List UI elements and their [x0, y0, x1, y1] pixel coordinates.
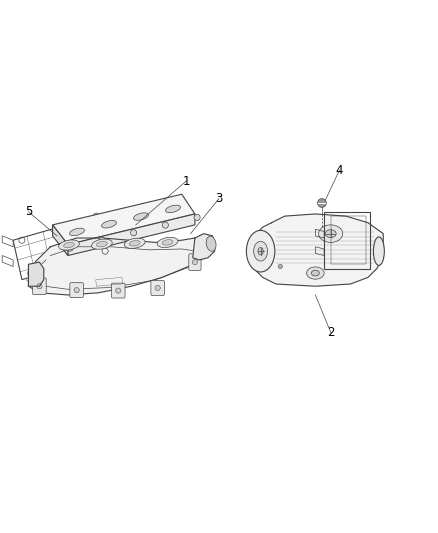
Polygon shape — [53, 225, 68, 255]
Ellipse shape — [102, 221, 117, 228]
Ellipse shape — [59, 240, 79, 250]
Ellipse shape — [129, 240, 140, 246]
Circle shape — [99, 237, 105, 244]
Text: 4: 4 — [336, 164, 343, 176]
Ellipse shape — [311, 270, 319, 276]
Ellipse shape — [318, 225, 343, 243]
Bar — [96, 277, 123, 286]
Ellipse shape — [166, 205, 180, 213]
Ellipse shape — [258, 247, 263, 255]
Ellipse shape — [162, 240, 173, 245]
Ellipse shape — [96, 241, 107, 247]
FancyBboxPatch shape — [70, 282, 83, 297]
Circle shape — [194, 214, 200, 221]
Circle shape — [162, 222, 169, 228]
Circle shape — [192, 260, 198, 265]
Ellipse shape — [246, 230, 275, 272]
Ellipse shape — [206, 236, 216, 252]
Ellipse shape — [254, 241, 268, 261]
Circle shape — [37, 284, 42, 289]
Circle shape — [67, 245, 73, 251]
Polygon shape — [68, 214, 195, 255]
Polygon shape — [53, 194, 195, 245]
Polygon shape — [247, 214, 383, 286]
FancyBboxPatch shape — [111, 283, 125, 298]
Ellipse shape — [373, 237, 385, 265]
Ellipse shape — [92, 239, 112, 249]
Text: 2: 2 — [327, 326, 335, 338]
Ellipse shape — [157, 237, 178, 247]
Ellipse shape — [70, 228, 85, 236]
FancyBboxPatch shape — [189, 254, 201, 270]
Circle shape — [318, 199, 326, 207]
Text: 5: 5 — [25, 205, 32, 218]
FancyBboxPatch shape — [32, 278, 46, 295]
Polygon shape — [28, 238, 208, 295]
Circle shape — [74, 287, 79, 293]
Ellipse shape — [124, 238, 145, 248]
Text: 1: 1 — [182, 175, 190, 188]
FancyBboxPatch shape — [151, 280, 164, 295]
Ellipse shape — [325, 230, 336, 238]
Ellipse shape — [64, 243, 74, 248]
Circle shape — [278, 264, 283, 269]
Ellipse shape — [307, 267, 324, 279]
Circle shape — [116, 288, 121, 293]
Ellipse shape — [134, 213, 148, 220]
Text: 3: 3 — [215, 192, 223, 205]
Circle shape — [131, 230, 137, 236]
Polygon shape — [193, 233, 215, 260]
Circle shape — [155, 285, 160, 290]
Polygon shape — [28, 262, 44, 286]
